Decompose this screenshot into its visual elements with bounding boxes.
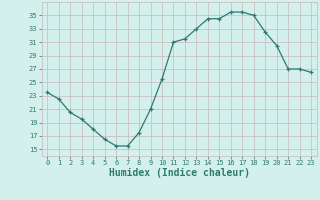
X-axis label: Humidex (Indice chaleur): Humidex (Indice chaleur) (109, 168, 250, 178)
